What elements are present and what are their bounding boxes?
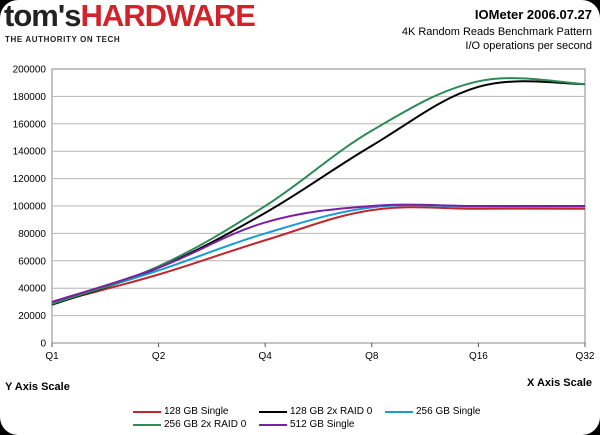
legend-swatch <box>259 410 287 413</box>
y-tick-label: 60000 <box>18 256 46 267</box>
x-tick-label: Q2 <box>152 351 166 362</box>
y-tick-label: 80000 <box>18 229 46 240</box>
y-tick-label: 160000 <box>13 119 47 130</box>
legend-item: 128 GB Single <box>133 406 259 417</box>
brand-tagline: THE AUTHORITY ON TECH <box>5 35 121 44</box>
legend-row: 128 GB Single 128 GB 2x RAID 0 256 GB Sing… <box>133 405 493 418</box>
legend-item: 256 GB Single <box>385 406 493 417</box>
legend-label: 256 GB Single <box>416 406 481 417</box>
y-tick-label: 140000 <box>13 147 47 158</box>
y-axis-scale-note: Y Axis Scale <box>5 381 70 393</box>
legend-item: 512 GB Single <box>259 419 385 430</box>
series-line-512-gb-single <box>51 203 585 303</box>
chart-title: IOMeter 2006.07.27 <box>474 7 592 22</box>
y-tick-label: 180000 <box>13 92 47 103</box>
x-tick-label: Q4 <box>259 351 273 362</box>
legend-label: 128 GB Single <box>164 406 229 417</box>
legend-swatch <box>385 410 413 413</box>
y-tick-label: 0 <box>40 339 46 350</box>
x-axis-scale-note: X Axis Scale <box>527 377 593 389</box>
legend-item: 256 GB 2x RAID 0 <box>133 419 259 430</box>
chart-title-block: IOMeter 2006.07.27 4K Random Reads Bench… <box>402 7 592 52</box>
legend-label: 256 GB 2x RAID 0 <box>164 419 247 430</box>
logo-hardware: HARDWARE <box>80 0 256 33</box>
chart-legend: 128 GB Single 128 GB 2x RAID 0 256 GB Sing… <box>133 405 493 431</box>
legend-swatch <box>133 423 161 426</box>
y-tick-label: 120000 <box>13 174 47 185</box>
legend-row: 256 GB 2x RAID 0 512 GB Single <box>133 418 493 431</box>
legend-swatch <box>133 410 161 413</box>
legend-label: 128 GB 2x RAID 0 <box>290 406 373 417</box>
y-tick-label: 200000 <box>13 65 47 76</box>
legend-label: 512 GB Single <box>290 419 355 430</box>
y-tick-label: 40000 <box>18 284 46 295</box>
legend-swatch <box>259 423 287 426</box>
chart-subtitle: 4K Random Reads Benchmark Pattern <box>401 26 592 38</box>
x-tick-label: Q8 <box>365 351 379 362</box>
legend-item: 128 GB 2x RAID 0 <box>259 406 385 417</box>
x-tick-label: Q16 <box>469 351 488 362</box>
x-tick-label: Q32 <box>576 351 595 362</box>
series-line-128-gb-single <box>51 206 586 305</box>
x-tick-label: Q1 <box>45 351 59 362</box>
y-tick-label: 20000 <box>18 311 46 322</box>
logo-toms: tom's <box>4 0 81 33</box>
brand-logo: tom'sHARDWARE <box>4 0 256 34</box>
chart-unit: I/O operations per second <box>465 40 592 52</box>
y-tick-label: 100000 <box>13 202 47 213</box>
